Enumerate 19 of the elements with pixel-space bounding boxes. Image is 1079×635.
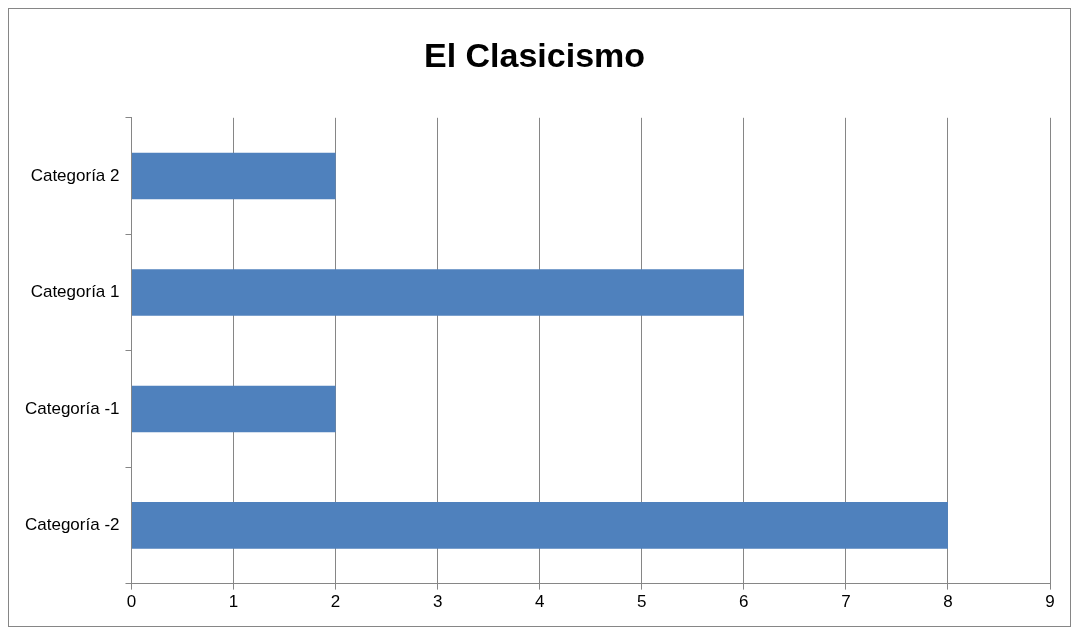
y-tick-label: Categoría 1	[30, 282, 120, 302]
bar	[132, 502, 948, 549]
bar	[132, 152, 336, 200]
x-tick-label: 1	[228, 592, 239, 612]
x-tick-label: 0	[126, 592, 137, 612]
x-tick-label: 2	[330, 592, 341, 612]
y-tick-label: Categoría -1	[25, 398, 120, 418]
x-tick-label: 9	[1045, 592, 1055, 612]
x-tick-label: 8	[943, 592, 953, 612]
y-tick-label: Categoría 2	[30, 165, 120, 185]
x-tick-label: 3	[432, 592, 443, 612]
x-tick-label: 6	[739, 592, 749, 612]
x-tick-label: 5	[637, 592, 647, 612]
x-tick-label: 4	[534, 592, 545, 612]
bar	[132, 269, 744, 316]
y-tick-label: Categoría -2	[25, 515, 120, 535]
bar	[132, 385, 336, 433]
x-tick-label: 7	[841, 592, 851, 612]
chart-title: El Clasicismo	[423, 35, 646, 74]
